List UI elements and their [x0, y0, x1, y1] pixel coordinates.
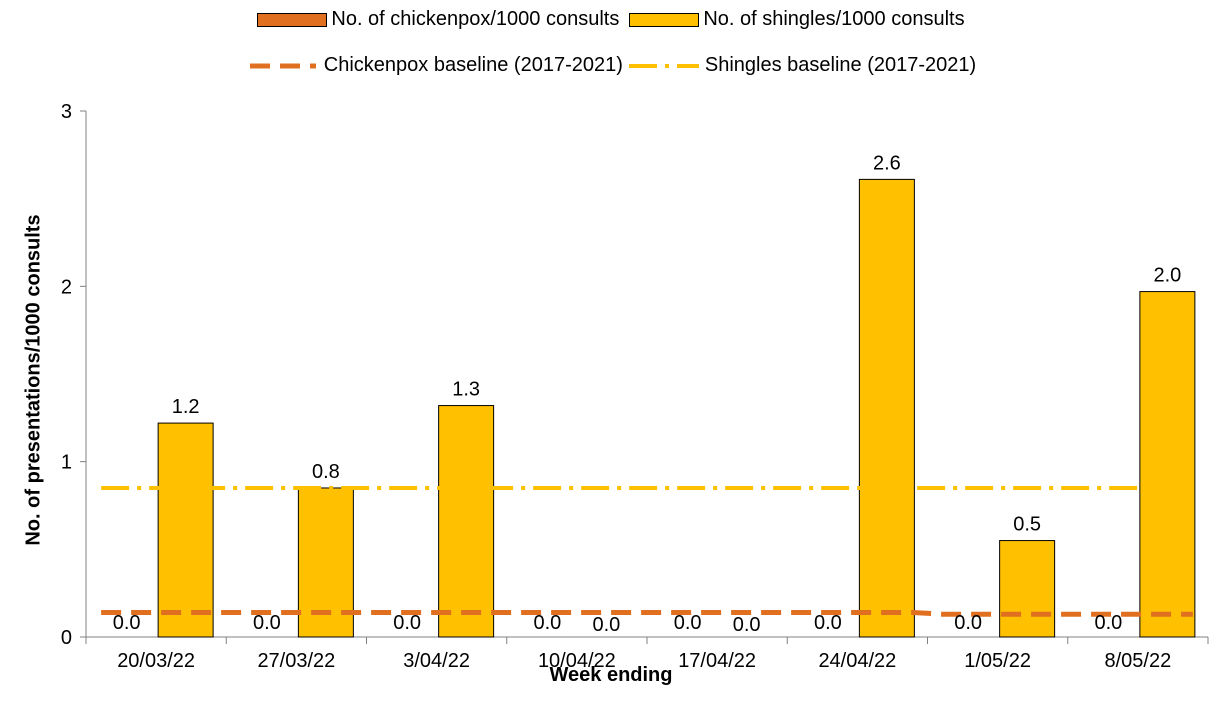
legend-swatch-chickenpox [257, 12, 328, 27]
y-tick-label: 1 [61, 452, 72, 474]
data-label-chickenpox: 0.0 [954, 612, 982, 634]
y-tick-label: 2 [61, 276, 72, 298]
x-tick-label: 24/04/22 [818, 650, 896, 672]
x-tick-label: 8/05/22 [1105, 650, 1172, 672]
legend-item-chickenpox-baseline: Chickenpox baseline (2017-2021) [246, 54, 623, 77]
legend-label-shingles: No. of shingles/1000 consults [703, 8, 965, 30]
line-chickenpox-baseline [101, 609, 1193, 617]
bar-shingles [858, 178, 915, 638]
data-label-chickenpox: 0.0 [253, 612, 281, 634]
y-axis-title: No. of presentations/1000 consults [22, 214, 45, 546]
x-tick-label: 27/03/22 [257, 650, 335, 672]
bar-shingles [438, 405, 495, 638]
legend-swatch-shingles-baseline [628, 63, 699, 68]
bar-shingles [1139, 291, 1196, 638]
data-label-chickenpox: 0.0 [1094, 612, 1122, 634]
data-label-chickenpox: 0.0 [674, 612, 702, 634]
bar-shingles [999, 540, 1056, 638]
legend-label-chickenpox-baseline: Chickenpox baseline (2017-2021) [323, 54, 623, 76]
legend-item-shingles: No. of shingles/1000 consults [629, 8, 965, 31]
data-label-chickenpox: 0.0 [113, 612, 141, 634]
data-label-shingles: 0.5 [1013, 514, 1041, 536]
x-tick-label: 10/04/22 [538, 650, 616, 672]
legend-item-shingles-baseline: Shingles baseline (2017-2021) [627, 54, 976, 77]
x-tick-label: 17/04/22 [678, 650, 756, 672]
x-axis-title: Week ending [549, 664, 673, 686]
data-label-shingles: 1.3 [452, 379, 480, 401]
data-label-shingles: 0.8 [312, 461, 340, 483]
data-label-chickenpox: 0.0 [814, 612, 842, 634]
legend-item-chickenpox: No. of chickenpox/1000 consults [257, 8, 619, 31]
data-label-shingles: 1.2 [172, 396, 200, 418]
data-label-shingles: 2.0 [1153, 265, 1181, 287]
y-tick-label: 3 [61, 101, 72, 123]
legend-label-shingles-baseline: Shingles baseline (2017-2021) [704, 54, 977, 76]
legend-row-2: Chickenpox baseline (2017-2021) Shingles… [0, 54, 1222, 77]
data-label-chickenpox: 0.0 [393, 612, 421, 634]
data-label-chickenpox: 0.0 [533, 612, 561, 634]
legend-label-chickenpox: No. of chickenpox/1000 consults [331, 8, 620, 30]
legend-swatch-shingles [629, 12, 700, 27]
data-label-shingles: 2.6 [873, 152, 901, 174]
data-label-shingles: 0.0 [592, 614, 620, 636]
x-tick-label: 20/03/22 [117, 650, 195, 672]
bar-shingles [157, 422, 214, 638]
x-tick-label: 1/05/22 [964, 650, 1031, 672]
x-tick-label: 3/04/22 [403, 650, 470, 672]
y-tick-label: 0 [61, 627, 72, 649]
data-label-shingles: 0.0 [733, 614, 761, 636]
legend-row-1: No. of chickenpox/1000 consults No. of s… [0, 8, 1222, 31]
legend-swatch-chickenpox-baseline [249, 63, 316, 68]
